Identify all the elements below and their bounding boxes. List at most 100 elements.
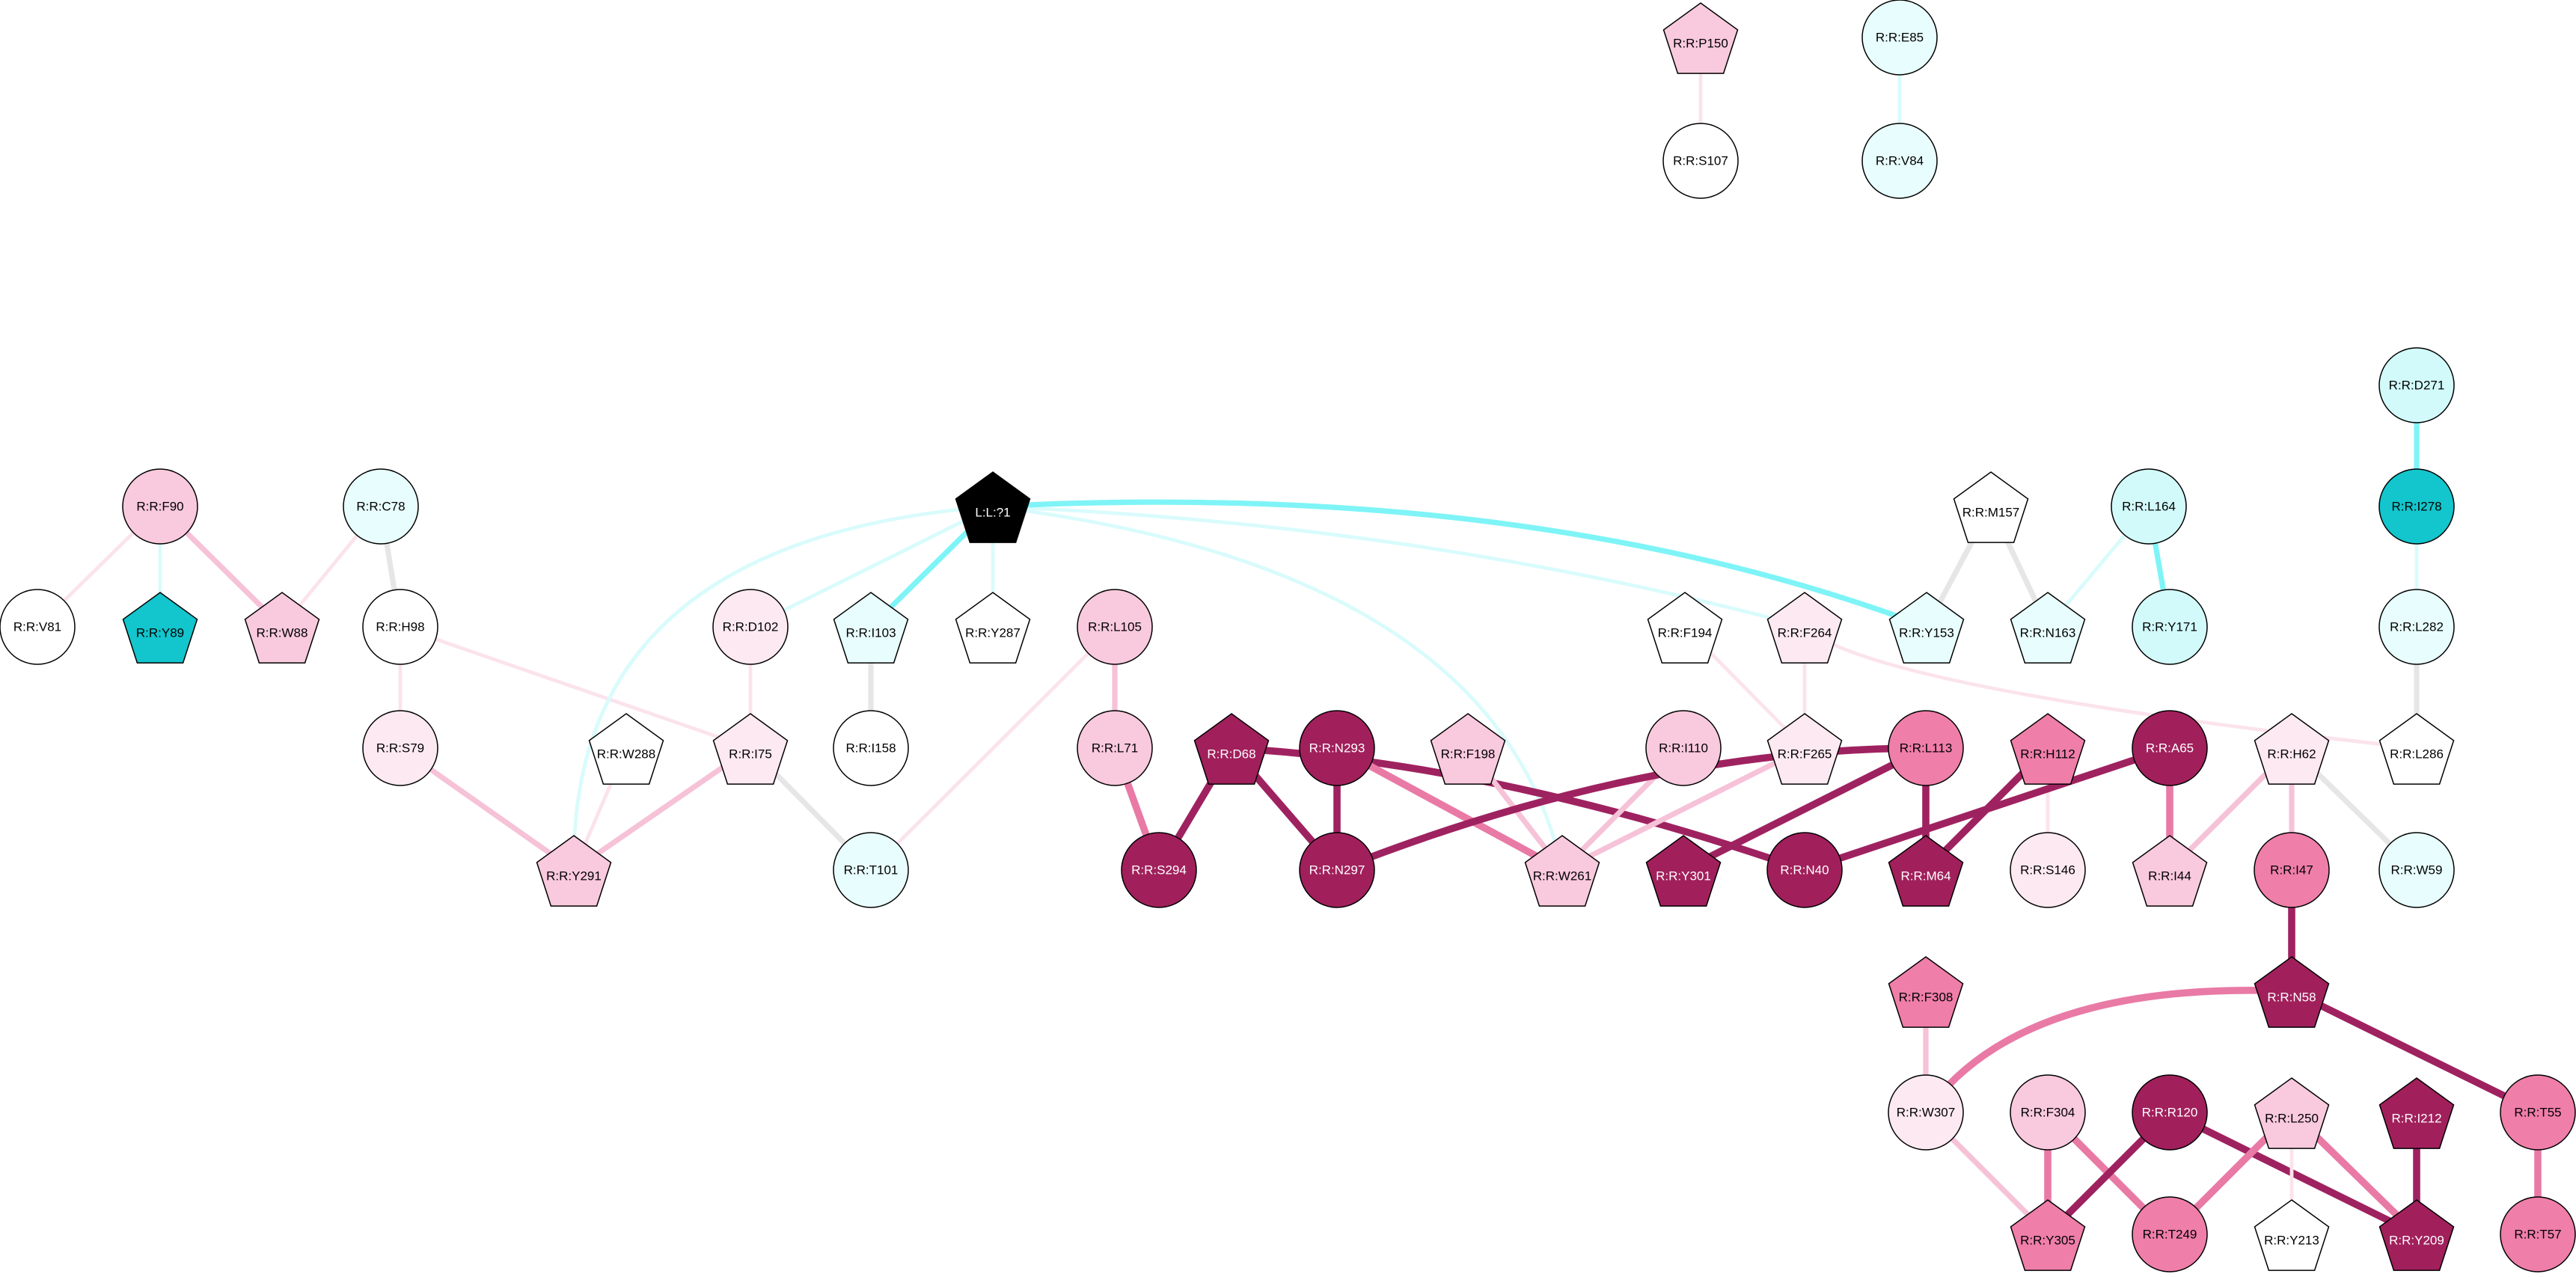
node-i278[interactable]: R:R:I278 xyxy=(2378,468,2455,545)
node-y153[interactable]: R:R:Y153 xyxy=(1888,592,1965,664)
node-y287[interactable]: R:R:Y287 xyxy=(955,592,1031,664)
node-f304[interactable]: R:R:F304 xyxy=(2010,1074,2086,1151)
node-shape-s294 xyxy=(1121,832,1197,908)
node-f194[interactable]: R:R:F194 xyxy=(1647,592,1723,664)
node-s146[interactable]: R:R:S146 xyxy=(2010,832,2086,908)
node-r120[interactable]: R:R:R120 xyxy=(2132,1074,2208,1151)
node-label: R:R:I75 xyxy=(729,747,772,762)
node-y89[interactable]: R:R:Y89 xyxy=(122,592,198,664)
node-f308[interactable]: R:R:F308 xyxy=(1888,956,1964,1028)
node-shape-y291 xyxy=(536,835,612,907)
node-n293[interactable]: R:R:N293 xyxy=(1299,710,1375,786)
node-shape-l164 xyxy=(2111,468,2187,545)
node-i158[interactable]: R:R:I158 xyxy=(833,710,909,786)
node-label: R:R:I110 xyxy=(1659,741,1708,756)
node-a65[interactable]: R:R:A65 xyxy=(2132,710,2208,786)
node-shape-t57 xyxy=(2500,1196,2576,1273)
node-y291[interactable]: R:R:Y291 xyxy=(536,835,612,907)
node-shape-l71 xyxy=(1077,710,1153,786)
node-label: R:R:D102 xyxy=(723,620,779,634)
node-shape-r120 xyxy=(2132,1074,2208,1151)
node-i47[interactable]: R:R:I47 xyxy=(2254,832,2330,908)
node-h98[interactable]: R:R:H98 xyxy=(362,589,438,665)
node-y213[interactable]: R:R:Y213 xyxy=(2254,1199,2330,1271)
node-shape-m64 xyxy=(1888,835,1964,907)
node-i212[interactable]: R:R:I212 xyxy=(2378,1077,2455,1149)
node-y171[interactable]: R:R:Y171 xyxy=(2132,589,2208,665)
node-l282[interactable]: R:R:L282 xyxy=(2378,589,2455,665)
node-m64[interactable]: R:R:M64 xyxy=(1888,835,1964,907)
node-i103[interactable]: R:R:I103 xyxy=(833,592,909,664)
node-label: R:R:P150 xyxy=(1673,37,1728,51)
node-y305[interactable]: R:R:Y305 xyxy=(2010,1199,2086,1271)
node-n40[interactable]: R:R:N40 xyxy=(1766,832,1843,908)
node-s79[interactable]: R:R:S79 xyxy=(362,710,438,786)
node-label: R:R:W59 xyxy=(2391,863,2443,878)
node-label: R:R:T57 xyxy=(2514,1228,2561,1242)
node-w307[interactable]: R:R:W307 xyxy=(1888,1074,1964,1151)
node-label: R:R:S146 xyxy=(2020,863,2075,878)
node-e85[interactable]: R:R:E85 xyxy=(1861,0,1938,76)
node-i44[interactable]: R:R:I44 xyxy=(2132,835,2208,907)
node-v84[interactable]: R:R:V84 xyxy=(1861,123,1938,199)
node-d102[interactable]: R:R:D102 xyxy=(712,589,789,665)
node-v81[interactable]: R:R:V81 xyxy=(0,589,76,665)
node-w288[interactable]: R:R:W288 xyxy=(588,713,664,785)
node-n163[interactable]: R:R:N163 xyxy=(2010,592,2086,664)
node-i75[interactable]: R:R:I75 xyxy=(712,713,789,785)
node-i110[interactable]: R:R:I110 xyxy=(1645,710,1722,786)
node-f90[interactable]: R:R:F90 xyxy=(122,468,198,545)
node-t101[interactable]: R:R:T101 xyxy=(833,832,909,908)
node-y301[interactable]: R:R:Y301 xyxy=(1645,835,1722,907)
node-l71[interactable]: R:R:L71 xyxy=(1077,710,1153,786)
node-label: R:R:L286 xyxy=(2390,747,2444,762)
node-l1[interactable]: L:L:?1 xyxy=(955,471,1031,543)
node-f198[interactable]: R:R:F198 xyxy=(1430,713,1506,785)
node-w88[interactable]: R:R:W88 xyxy=(244,592,320,664)
node-m157[interactable]: R:R:M157 xyxy=(1953,471,2029,543)
node-shape-d271 xyxy=(2378,347,2455,423)
node-shape-h62 xyxy=(2254,713,2330,785)
node-shape-n293 xyxy=(1299,710,1375,786)
node-f264[interactable]: R:R:F264 xyxy=(1766,592,1843,664)
node-l250[interactable]: R:R:L250 xyxy=(2254,1077,2330,1149)
node-s107[interactable]: R:R:S107 xyxy=(1662,123,1739,199)
node-d271[interactable]: R:R:D271 xyxy=(2378,347,2455,423)
node-h112[interactable]: R:R:H112 xyxy=(2010,713,2086,785)
node-h62[interactable]: R:R:H62 xyxy=(2254,713,2330,785)
node-label: R:R:F304 xyxy=(2021,1106,2075,1120)
node-s294[interactable]: R:R:S294 xyxy=(1121,832,1197,908)
node-label: R:R:E85 xyxy=(1876,31,1924,45)
node-l105[interactable]: R:R:L105 xyxy=(1077,589,1153,665)
node-shape-s107 xyxy=(1662,123,1739,199)
node-shape-y213 xyxy=(2254,1199,2330,1271)
node-shape-y287 xyxy=(955,592,1031,664)
node-shape-i158 xyxy=(833,710,909,786)
node-n58[interactable]: R:R:N58 xyxy=(2254,956,2330,1028)
node-f265[interactable]: R:R:F265 xyxy=(1766,713,1843,785)
node-p150[interactable]: R:R:P150 xyxy=(1662,2,1739,74)
node-shape-m157 xyxy=(1953,471,2029,543)
node-n297[interactable]: R:R:N297 xyxy=(1299,832,1375,908)
node-l164[interactable]: R:R:L164 xyxy=(2111,468,2187,545)
node-y209[interactable]: R:R:Y209 xyxy=(2378,1199,2455,1271)
node-t57[interactable]: R:R:T57 xyxy=(2500,1196,2576,1273)
node-label: R:R:L105 xyxy=(1088,620,1142,634)
node-shape-l250 xyxy=(2254,1077,2330,1149)
node-label: R:R:L282 xyxy=(2390,620,2444,634)
node-d68[interactable]: R:R:D68 xyxy=(1193,713,1270,785)
node-c78[interactable]: R:R:C78 xyxy=(343,468,419,545)
node-t55[interactable]: R:R:T55 xyxy=(2500,1074,2576,1151)
edge-n58-w307 xyxy=(1922,987,2295,1116)
edge-i75-y291 xyxy=(571,745,753,873)
node-l113[interactable]: R:R:L113 xyxy=(1888,710,1964,786)
node-label: R:R:F264 xyxy=(1778,626,1832,640)
node-t249[interactable]: R:R:T249 xyxy=(2132,1196,2208,1273)
node-w59[interactable]: R:R:W59 xyxy=(2378,832,2455,908)
node-shape-i103 xyxy=(833,592,909,664)
node-l286[interactable]: R:R:L286 xyxy=(2378,713,2455,785)
edge-n293-w261 xyxy=(1333,744,1566,874)
node-w261[interactable]: R:R:W261 xyxy=(1524,835,1600,907)
node-shape-l1 xyxy=(955,471,1031,543)
